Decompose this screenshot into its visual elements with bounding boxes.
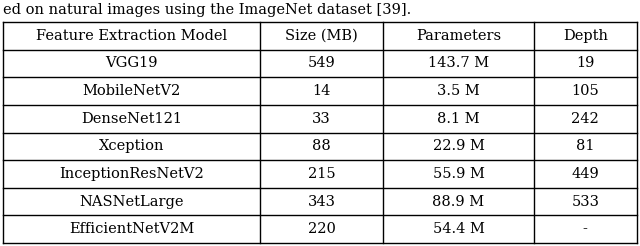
Text: 33: 33 xyxy=(312,112,331,126)
Text: 220: 220 xyxy=(308,222,335,236)
Text: Depth: Depth xyxy=(563,29,608,43)
Text: 19: 19 xyxy=(576,56,595,70)
Text: 54.4 M: 54.4 M xyxy=(433,222,484,236)
Text: 3.5 M: 3.5 M xyxy=(437,84,480,98)
Text: -: - xyxy=(583,222,588,236)
Text: DenseNet121: DenseNet121 xyxy=(81,112,182,126)
Text: Xception: Xception xyxy=(99,139,164,153)
Text: ed on natural images using the ImageNet dataset [39].: ed on natural images using the ImageNet … xyxy=(3,3,412,17)
Text: 55.9 M: 55.9 M xyxy=(433,167,484,181)
Text: 8.1 M: 8.1 M xyxy=(437,112,480,126)
Text: 449: 449 xyxy=(572,167,599,181)
Text: VGG19: VGG19 xyxy=(105,56,157,70)
Text: EfficientNetV2M: EfficientNetV2M xyxy=(69,222,194,236)
Text: Feature Extraction Model: Feature Extraction Model xyxy=(36,29,227,43)
Text: 242: 242 xyxy=(572,112,599,126)
Text: 343: 343 xyxy=(308,195,335,209)
Text: 105: 105 xyxy=(572,84,599,98)
Text: 215: 215 xyxy=(308,167,335,181)
Text: 88.9 M: 88.9 M xyxy=(433,195,484,209)
Text: Size (MB): Size (MB) xyxy=(285,29,358,43)
Text: 14: 14 xyxy=(312,84,331,98)
Text: 22.9 M: 22.9 M xyxy=(433,139,484,153)
Text: 143.7 M: 143.7 M xyxy=(428,56,489,70)
Text: NASNetLarge: NASNetLarge xyxy=(79,195,184,209)
Text: 88: 88 xyxy=(312,139,331,153)
Text: 81: 81 xyxy=(576,139,595,153)
Text: 549: 549 xyxy=(308,56,335,70)
Text: InceptionResNetV2: InceptionResNetV2 xyxy=(59,167,204,181)
Text: 533: 533 xyxy=(572,195,599,209)
Text: Parameters: Parameters xyxy=(416,29,501,43)
Text: MobileNetV2: MobileNetV2 xyxy=(83,84,180,98)
